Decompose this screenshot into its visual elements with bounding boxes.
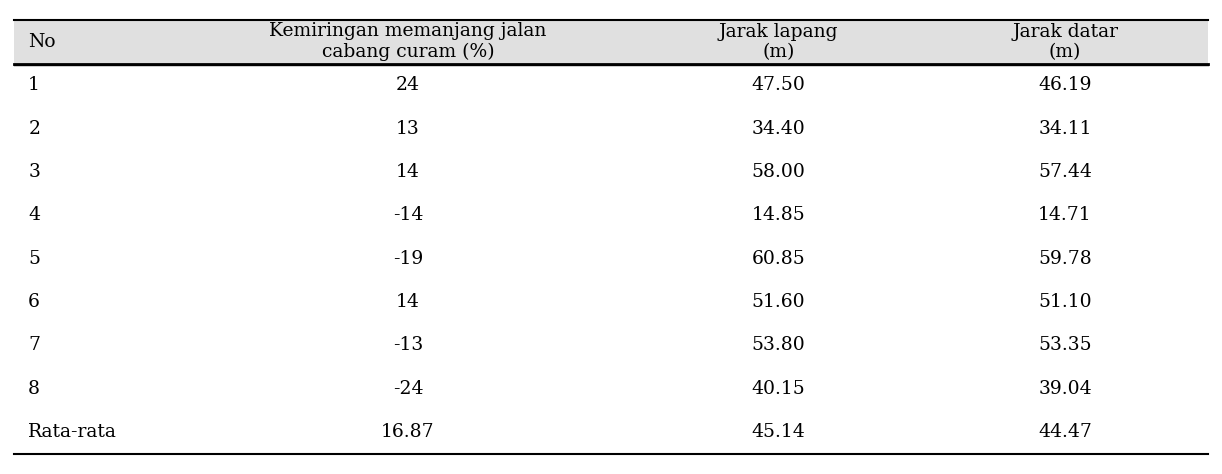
- Text: 2: 2: [28, 119, 40, 137]
- Text: 46.19: 46.19: [1039, 76, 1091, 94]
- Text: 4: 4: [28, 206, 40, 224]
- Text: 57.44: 57.44: [1039, 163, 1092, 181]
- Text: 44.47: 44.47: [1039, 423, 1092, 441]
- Text: 34.11: 34.11: [1039, 119, 1091, 137]
- Text: 14.71: 14.71: [1039, 206, 1091, 224]
- Text: 3: 3: [28, 163, 40, 181]
- Text: 59.78: 59.78: [1039, 250, 1092, 268]
- Bar: [13, 20, 1209, 64]
- Text: 13: 13: [396, 119, 419, 137]
- Text: 45.14: 45.14: [752, 423, 805, 441]
- Text: 1: 1: [28, 76, 40, 94]
- Text: 53.80: 53.80: [752, 337, 805, 355]
- Text: 34.40: 34.40: [752, 119, 805, 137]
- Text: Rata-rata: Rata-rata: [28, 423, 117, 441]
- Text: 14.85: 14.85: [752, 206, 805, 224]
- Text: -24: -24: [392, 380, 423, 398]
- Text: -14: -14: [392, 206, 423, 224]
- Text: 39.04: 39.04: [1039, 380, 1091, 398]
- Text: 60.85: 60.85: [752, 250, 805, 268]
- Text: 5: 5: [28, 250, 40, 268]
- Text: -13: -13: [392, 337, 423, 355]
- Text: No: No: [28, 33, 56, 51]
- Text: 40.15: 40.15: [752, 380, 805, 398]
- Text: 14: 14: [396, 163, 420, 181]
- Text: Jarak datar
(m): Jarak datar (m): [1012, 22, 1118, 61]
- Text: 8: 8: [28, 380, 40, 398]
- Text: 7: 7: [28, 337, 40, 355]
- Text: 24: 24: [396, 76, 420, 94]
- Text: 51.10: 51.10: [1039, 293, 1091, 311]
- Text: 14: 14: [396, 293, 420, 311]
- Text: 53.35: 53.35: [1039, 337, 1091, 355]
- Text: 6: 6: [28, 293, 40, 311]
- Text: -19: -19: [392, 250, 423, 268]
- Text: Kemiringan memanjang jalan
cabang curam (%): Kemiringan memanjang jalan cabang curam …: [269, 22, 546, 62]
- Text: 51.60: 51.60: [752, 293, 805, 311]
- Text: Jarak lapang
(m): Jarak lapang (m): [719, 22, 838, 61]
- Text: 47.50: 47.50: [752, 76, 805, 94]
- Text: 58.00: 58.00: [752, 163, 805, 181]
- Text: 16.87: 16.87: [381, 423, 435, 441]
